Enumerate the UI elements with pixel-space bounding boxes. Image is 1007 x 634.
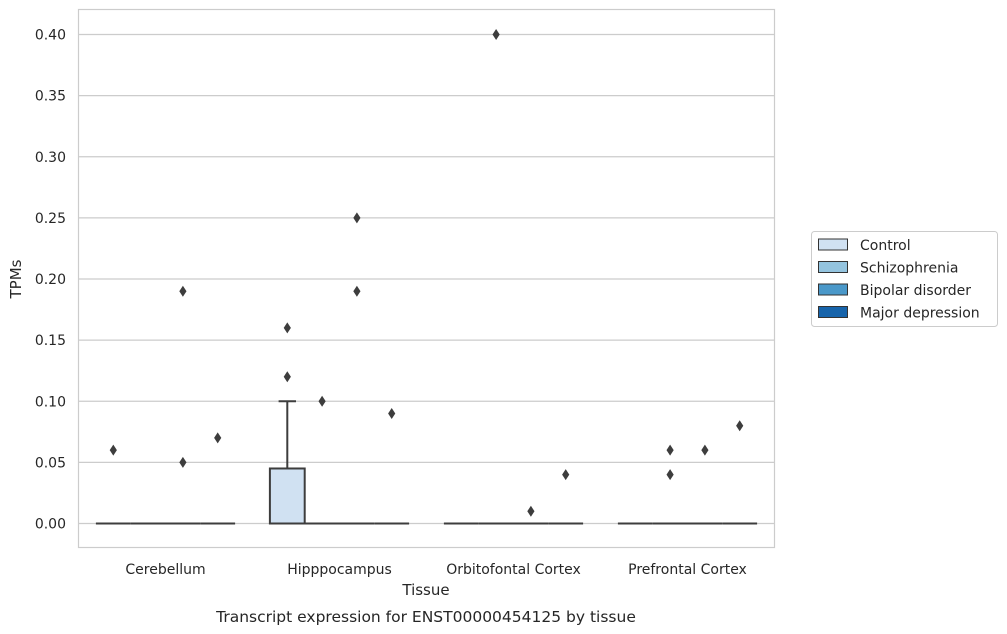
outlier-point [353, 212, 361, 224]
outlier-point [318, 395, 326, 407]
y-tick-label: 0.40 [35, 28, 66, 44]
legend-swatch [818, 283, 848, 296]
legend: Control Schizophrenia Bipolar disorder Majo… [811, 231, 998, 327]
outlier-point [736, 420, 744, 432]
x-tick-label: Prefrontal Cortex [628, 562, 747, 578]
chart-caption: Transcript expression for ENST0000045412… [215, 608, 636, 626]
outlier-point [179, 285, 187, 297]
y-tick-label: 0.10 [35, 394, 66, 410]
outlier-point [492, 29, 500, 40]
outlier-point [562, 469, 570, 481]
outlier-point [283, 371, 291, 383]
legend-swatch [818, 238, 848, 251]
y-tick-label: 0.25 [35, 211, 66, 227]
legend-label: Schizophrenia [860, 261, 958, 277]
y-tick-label: 0.05 [35, 455, 66, 471]
outlier-points [109, 29, 744, 517]
x-tick-label: Orbitofontal Cortex [446, 562, 581, 578]
y-tick-label: 0.15 [35, 333, 66, 349]
legend-label: Control [860, 238, 911, 254]
plot-frame [77, 8, 776, 549]
y-tick-labels: 0.00 0.05 0.10 0.15 0.20 0.25 0.30 0.35 0.40 [35, 28, 66, 533]
boxes [95, 400, 758, 525]
y-tick-label: 0.00 [35, 517, 66, 533]
box [268, 467, 306, 525]
legend-label: Bipolar disorder [860, 283, 971, 299]
grid-lines [78, 33, 775, 525]
x-tick-label: Hipppocampus [287, 562, 392, 578]
outlier-point [666, 469, 674, 481]
y-tick-label: 0.30 [35, 150, 66, 166]
outlier-point [283, 322, 291, 334]
outlier-point [701, 444, 709, 456]
outlier-point [214, 432, 222, 444]
outlier-point [179, 456, 187, 468]
outlier-point [527, 505, 535, 517]
x-tick-label: Cerebellum [125, 562, 205, 578]
legend-swatch [818, 306, 848, 318]
outlier-point [109, 444, 117, 456]
x-tick-labels: Cerebellum Hipppocampus Orbitofontal Corte… [125, 562, 746, 578]
outlier-point [666, 444, 674, 456]
legend-swatch [818, 261, 848, 273]
outlier-point [388, 407, 396, 419]
legend-label: Major depression [860, 306, 980, 322]
legend-frame [811, 231, 998, 327]
y-tick-label: 0.20 [35, 272, 66, 288]
y-tick-label: 0.35 [35, 89, 66, 105]
x-axis-label: Tissue [401, 581, 449, 599]
y-axis-label: TPMs [7, 259, 25, 299]
outlier-point [353, 285, 361, 297]
